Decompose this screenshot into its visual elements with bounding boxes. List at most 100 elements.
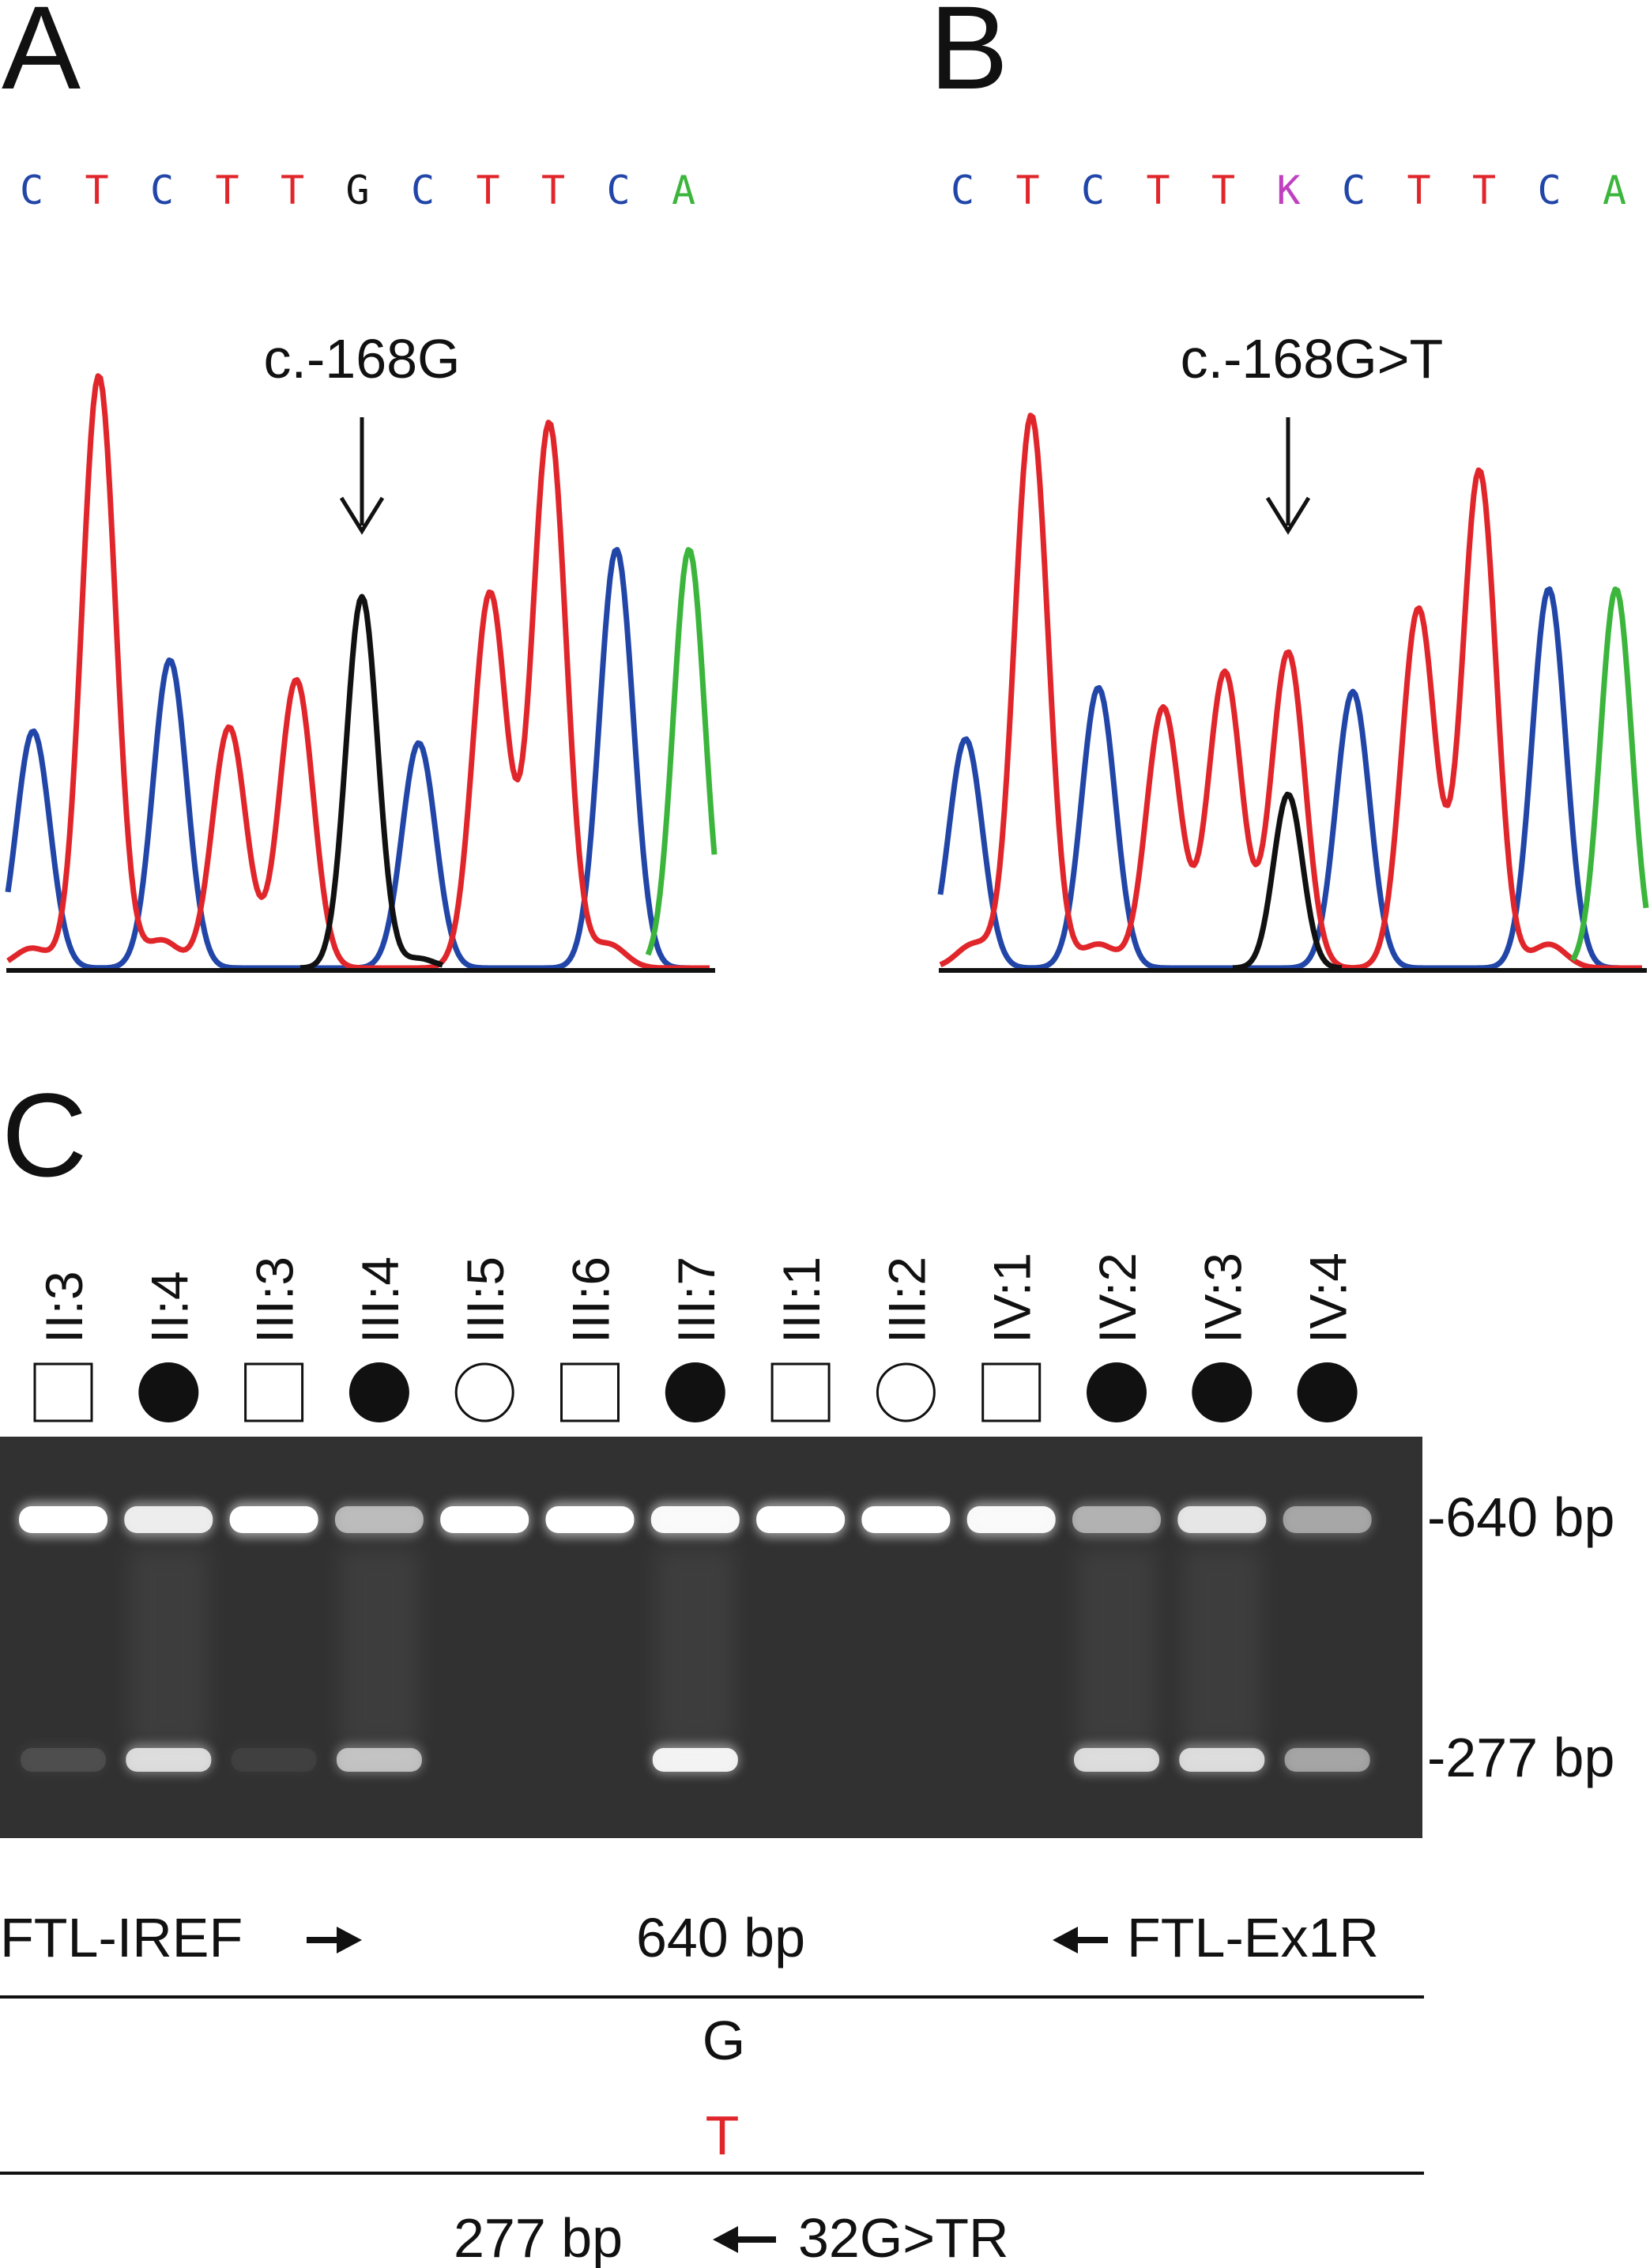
- unaffected-female-symbol: [876, 1362, 936, 1422]
- reverse-primer-label: FTL-Ex1R: [1127, 1907, 1379, 1968]
- affected-symbol: [1087, 1362, 1147, 1422]
- band-640: [966, 1506, 1056, 1533]
- lane-label: IV:3: [1193, 1253, 1252, 1343]
- affected-symbol: [1192, 1362, 1253, 1422]
- allele-wt: G: [703, 2010, 745, 2071]
- band-277: [126, 1748, 212, 1772]
- lane-smear: [1077, 1549, 1156, 1746]
- lane-smear: [655, 1549, 735, 1746]
- arrow-down-icon: [1265, 417, 1311, 535]
- band-640: [440, 1506, 529, 1533]
- band-277: [1284, 1748, 1370, 1772]
- base-call: T: [1407, 168, 1430, 213]
- panel-letter-a: A: [2, 0, 81, 114]
- band-glow-277: [1283, 1743, 1372, 1775]
- base-call: T: [85, 168, 108, 213]
- base-call: C: [150, 168, 174, 213]
- lane-smear: [129, 1549, 209, 1746]
- trace-line: [645, 547, 718, 956]
- band-277: [652, 1748, 738, 1772]
- lane-label: III:2: [877, 1256, 936, 1343]
- lane-label: III:4: [351, 1256, 409, 1343]
- band-640: [1177, 1506, 1267, 1533]
- mutation-primer-label: 32G>TR: [798, 2207, 1009, 2268]
- lane-labels: II:3 II:4 III:3 III:4 III:5 III:6 III:7 III:1 II…: [35, 1253, 1358, 1343]
- panel-letter-b: B: [929, 0, 1008, 114]
- lane-smear: [1182, 1549, 1262, 1746]
- band-640: [1072, 1506, 1161, 1533]
- arrow-down-icon: [339, 417, 385, 535]
- lane-label: IV:1: [983, 1253, 1042, 1343]
- unaffected-male-symbol: [770, 1362, 831, 1422]
- trace-line: [6, 373, 710, 971]
- band-640: [229, 1506, 318, 1533]
- lane-label: IV:4: [1299, 1253, 1358, 1343]
- trace-line: [1569, 586, 1649, 962]
- trace-line: [939, 413, 1643, 971]
- trace-line: [299, 593, 444, 971]
- panel-c: C II:3 II:4 III:3 III:4 III:5 III:6 III:7 III:1…: [0, 1068, 1614, 2268]
- lane-label: IV:2: [1088, 1253, 1147, 1343]
- base-call: T: [281, 168, 304, 213]
- band-640: [756, 1506, 846, 1533]
- base-call: C: [1537, 168, 1561, 213]
- base-call: C: [606, 168, 630, 213]
- band-640: [124, 1506, 213, 1533]
- pedigree-symbols: [33, 1362, 1358, 1422]
- chromatogram-b: [937, 413, 1649, 971]
- affected-symbol: [1297, 1362, 1358, 1422]
- band-640: [861, 1506, 951, 1533]
- short-product-label: 277 bp: [454, 2207, 623, 2268]
- band-640: [545, 1506, 635, 1533]
- lane-label: II:4: [140, 1271, 198, 1343]
- lane-label: III:6: [562, 1256, 620, 1343]
- size-marker-640: -640 bp: [1427, 1486, 1614, 1548]
- gel-bands: [17, 1501, 1373, 1775]
- band-277: [1179, 1748, 1265, 1772]
- affected-symbol: [665, 1362, 725, 1422]
- base-call: T: [1472, 168, 1496, 213]
- allele-mutant: T: [706, 2104, 740, 2166]
- size-marker-277: -277 bp: [1427, 1727, 1614, 1788]
- band-277: [1074, 1748, 1159, 1772]
- lane-label: II:3: [35, 1271, 93, 1343]
- band-640: [1283, 1506, 1372, 1533]
- lane-label: III:7: [667, 1256, 725, 1343]
- forward-primer-label: FTL-IREF: [0, 1907, 243, 1968]
- base-call: T: [541, 168, 565, 213]
- base-call: T: [1211, 168, 1235, 213]
- band-640: [334, 1506, 424, 1533]
- base-call: G: [345, 168, 369, 213]
- chromatogram-a: [5, 373, 718, 971]
- trace-line: [937, 586, 1643, 971]
- base-call: C: [20, 168, 43, 213]
- arrow-left-icon: [713, 2226, 776, 2253]
- unaffected-female-symbol: [454, 1362, 514, 1422]
- base-call: T: [1146, 168, 1170, 213]
- band-glow-640: [1281, 1501, 1373, 1538]
- base-call: K: [1276, 168, 1300, 213]
- arrow-right-icon: [307, 1927, 362, 1953]
- base-call: T: [1015, 168, 1039, 213]
- base-call: T: [215, 168, 239, 213]
- annotation-a: c.-168G: [264, 328, 461, 390]
- primer-schematic: FTL-IREF 640 bp FTL-Ex1R G T 277 bp 32G>…: [0, 1907, 1424, 2268]
- band-glow-277: [19, 1743, 107, 1775]
- base-call: T: [476, 168, 499, 213]
- annotation-b: c.-168G>T: [1181, 328, 1444, 390]
- base-call: A: [672, 168, 695, 213]
- affected-symbol: [348, 1362, 409, 1422]
- unaffected-male-symbol: [560, 1362, 620, 1422]
- arrow-left-icon: [1053, 1927, 1108, 1953]
- base-call: C: [951, 168, 974, 213]
- unaffected-male-symbol: [33, 1362, 93, 1422]
- lane-label: III:1: [772, 1256, 831, 1343]
- lane-smear: [339, 1549, 419, 1746]
- base-call: C: [411, 168, 435, 213]
- band-277: [336, 1748, 422, 1772]
- band-640: [650, 1506, 740, 1533]
